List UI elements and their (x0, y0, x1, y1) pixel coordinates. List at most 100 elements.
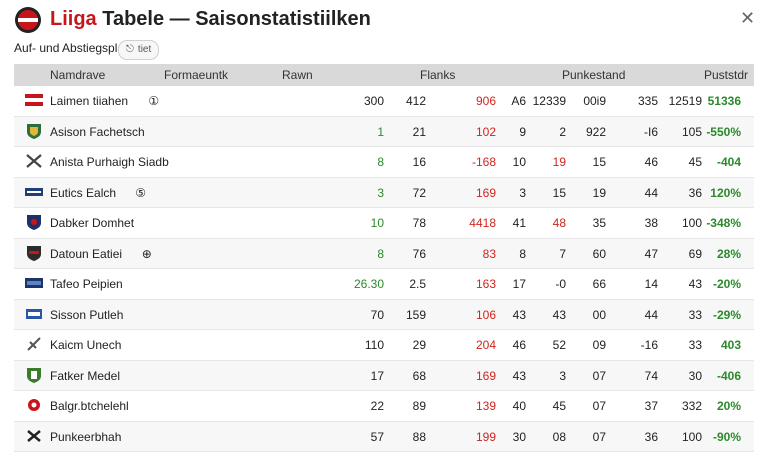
team-crest-icon (24, 245, 44, 261)
cell-c5: -0 (526, 277, 566, 291)
team-badge: ⊕ (142, 247, 152, 261)
cell-pct: -550% (701, 125, 741, 139)
team-crest-icon (24, 306, 44, 322)
header-form[interactable]: Formaeuntk (164, 68, 228, 82)
team-name: Kaicm Unech (50, 338, 121, 352)
close-icon[interactable]: ✕ (740, 8, 755, 29)
table-header: Namdrave Formaeuntk Rawn Flanks Punkesta… (14, 64, 754, 86)
cell-c5: 7 (526, 247, 566, 261)
cell-c2: 89 (386, 399, 426, 413)
chip-label: tiet (138, 44, 151, 55)
cell-c1: 10 (344, 216, 384, 230)
cell-c7: 38 (618, 216, 658, 230)
cell-c8: 43 (662, 277, 702, 291)
cell-c7: 44 (618, 186, 658, 200)
cell-c8: 45 (662, 155, 702, 169)
cell-c5: 19 (526, 155, 566, 169)
cell-c7: 36 (618, 430, 658, 444)
cell-c4: 8 (486, 247, 526, 261)
cell-c1: 70 (344, 308, 384, 322)
team-crest-icon (24, 123, 44, 139)
cell-c8: 105 (662, 125, 702, 139)
header-pct[interactable]: Puststdr (704, 68, 748, 82)
cell-c7: -16 (618, 338, 658, 352)
page-title: Liiga Tabele — Saisonstatistiilken (50, 8, 371, 31)
cell-pct: 28% (701, 247, 741, 261)
cell-pct: -348% (701, 216, 741, 230)
cell-c7: 74 (618, 369, 658, 383)
cell-c8: 33 (662, 308, 702, 322)
header-raw[interactable]: Rawn (282, 68, 313, 82)
team-name: Anista Purhaigh Siadb (50, 155, 169, 169)
cell-c5: 48 (526, 216, 566, 230)
cell-c6: 07 (566, 369, 606, 383)
cell-c6: 15 (566, 155, 606, 169)
cell-c6: 07 (566, 430, 606, 444)
team-crest-icon (24, 214, 44, 230)
cell-c1: 22 (344, 399, 384, 413)
cell-c2: 68 (386, 369, 426, 383)
cell-c5: 2 (526, 125, 566, 139)
team-name: Laimen tiiahen (50, 94, 128, 108)
team-name: Punkeerbhah (50, 430, 121, 444)
cell-c4: 40 (486, 399, 526, 413)
cell-c1: 57 (344, 430, 384, 444)
cell-c8: 30 (662, 369, 702, 383)
cell-c1: 26.30 (344, 277, 384, 291)
cell-pct: 51336 (701, 94, 741, 108)
cell-c4: 43 (486, 308, 526, 322)
cell-c1: 1 (344, 125, 384, 139)
header-punkte[interactable]: Punkestand (562, 68, 625, 82)
cell-c4: 30 (486, 430, 526, 444)
league-logo-icon (14, 6, 42, 34)
team-crest-icon (24, 336, 44, 352)
cell-c6: 00i9 (566, 94, 606, 108)
cell-pct: -29% (701, 308, 741, 322)
cell-c5: 3 (526, 369, 566, 383)
team-crest-icon (24, 275, 44, 291)
cell-c5: 08 (526, 430, 566, 444)
cell-c4: 41 (486, 216, 526, 230)
cell-c4: 3 (486, 186, 526, 200)
cell-c4: 43 (486, 369, 526, 383)
team-crest-icon (24, 367, 44, 383)
cell-c4: 17 (486, 277, 526, 291)
cell-c7: 335 (618, 94, 658, 108)
cell-c2: 88 (386, 430, 426, 444)
cell-c5: 43 (526, 308, 566, 322)
cell-c7: 46 (618, 155, 658, 169)
cell-c6: 66 (566, 277, 606, 291)
team-badge: ① (148, 94, 159, 108)
cell-c5: 12339 (526, 94, 566, 108)
filter-chip[interactable]: ⎋ tiet (118, 40, 159, 60)
cell-c8: 100 (662, 430, 702, 444)
cell-c2: 78 (386, 216, 426, 230)
title-bar: Liiga Tabele — Saisonstatistiilken ✕ (0, 0, 768, 40)
cell-c8: 69 (662, 247, 702, 261)
chip-icon: ⎋ (126, 44, 134, 55)
cell-c4: 9 (486, 125, 526, 139)
header-team[interactable]: Namdrave (50, 68, 105, 82)
team-name: Eutics Ealch (50, 186, 116, 200)
cell-c4: 10 (486, 155, 526, 169)
team-crest-icon (24, 153, 44, 169)
team-badge: ⑤ (135, 186, 146, 200)
cell-c6: 09 (566, 338, 606, 352)
team-name: Dabker Domhet (50, 216, 134, 230)
team-name: Datoun Eatiei (50, 247, 122, 261)
header-flanks[interactable]: Flanks (420, 68, 455, 82)
cell-c6: 00 (566, 308, 606, 322)
cell-c8: 33 (662, 338, 702, 352)
